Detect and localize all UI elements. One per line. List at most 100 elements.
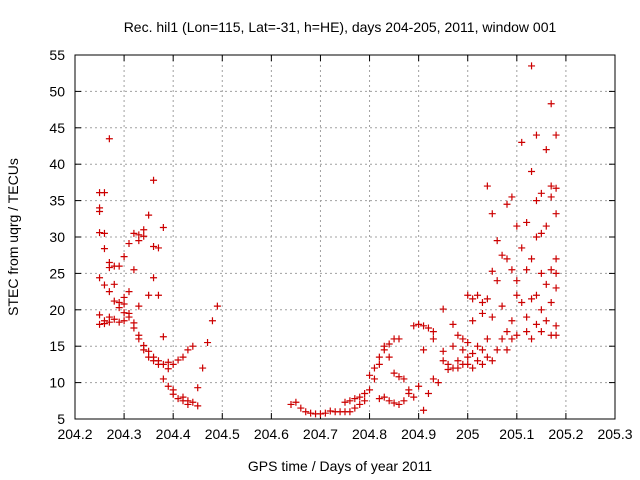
data-point: [135, 335, 143, 343]
x-tick-label: 205.1: [499, 426, 534, 442]
data-point: [459, 346, 467, 354]
data-point: [302, 408, 310, 416]
data-point: [159, 360, 167, 368]
data-point: [375, 353, 383, 361]
x-tick-label: 205.2: [548, 426, 583, 442]
data-point: [434, 379, 442, 387]
data-point: [145, 211, 153, 219]
data-point: [130, 266, 138, 274]
data-point: [390, 369, 398, 377]
grid: [75, 55, 615, 419]
data-point: [96, 274, 104, 282]
data-point: [100, 229, 108, 237]
data-point: [469, 364, 477, 372]
data-point: [449, 342, 457, 350]
data-point: [552, 284, 560, 292]
data-point: [159, 375, 167, 383]
data-point: [542, 222, 550, 230]
data-point: [140, 226, 148, 234]
data-point: [478, 299, 486, 307]
data-point: [503, 255, 511, 263]
data-point: [189, 342, 197, 350]
y-tick-label: 15: [49, 338, 65, 354]
data-point: [464, 291, 472, 299]
data-point: [356, 400, 364, 408]
data-point: [439, 347, 447, 355]
data-point: [346, 408, 354, 416]
data-point: [366, 371, 374, 379]
data-point: [444, 365, 452, 373]
data-point: [105, 264, 113, 272]
y-tick-label: 30: [49, 229, 65, 245]
x-tick-label: 205.3: [597, 426, 632, 442]
data-point: [542, 280, 550, 288]
data-point: [547, 193, 555, 201]
data-point: [164, 365, 172, 373]
data-point: [380, 393, 388, 401]
data-point: [532, 291, 540, 299]
data-point: [125, 288, 133, 296]
data-point: [508, 317, 516, 325]
data-point: [518, 244, 526, 252]
data-point: [488, 357, 496, 365]
data-point: [523, 266, 531, 274]
data-point: [100, 320, 108, 328]
y-tick-labels: 5 10 15 20 25 30 35 40 45 50 55: [49, 47, 65, 427]
data-point: [488, 313, 496, 321]
data-point: [145, 291, 153, 299]
y-tick-label: 40: [49, 156, 65, 172]
data-point: [474, 342, 482, 350]
data-point: [105, 313, 113, 321]
data-point: [503, 200, 511, 208]
data-point: [366, 386, 374, 394]
data-point: [194, 384, 202, 392]
data-point: [513, 222, 521, 230]
data-point: [439, 357, 447, 365]
data-point: [537, 328, 545, 336]
data-point: [100, 281, 108, 289]
data-point: [528, 295, 536, 303]
data-point: [498, 335, 506, 343]
data-point: [174, 395, 182, 403]
data-point: [420, 406, 428, 414]
data-point: [120, 309, 128, 317]
data-point: [390, 399, 398, 407]
data-point: [356, 393, 364, 401]
y-tick-label: 20: [49, 302, 65, 318]
y-axis-label: STEC from uqrg / TECUs: [5, 158, 21, 316]
data-point: [375, 395, 383, 403]
data-point: [169, 360, 177, 368]
data-point: [513, 291, 521, 299]
data-point: [459, 335, 467, 343]
x-tick-labels: 204.2 204.3 204.4 204.5 204.6 204.7 204.8 204.9…: [57, 426, 632, 442]
data-point: [96, 320, 104, 328]
data-point: [326, 407, 334, 415]
x-tick-label: 204.3: [107, 426, 142, 442]
data-point: [351, 395, 359, 403]
y-tick-label: 50: [49, 83, 65, 99]
data-point: [439, 305, 447, 313]
data-point: [164, 382, 172, 390]
data-point: [400, 397, 408, 405]
data-point: [307, 409, 315, 417]
y-tick-label: 45: [49, 120, 65, 136]
data-point: [547, 299, 555, 307]
data-point: [542, 146, 550, 154]
data-point: [395, 373, 403, 381]
data-point: [498, 302, 506, 310]
data-point: [125, 240, 133, 248]
data-point: [483, 182, 491, 190]
data-point: [493, 277, 501, 285]
data-point: [429, 328, 437, 336]
data-point: [449, 320, 457, 328]
data-point: [199, 364, 207, 372]
data-point: [537, 306, 545, 314]
data-point: [341, 398, 349, 406]
data-point: [552, 331, 560, 339]
data-point: [420, 322, 428, 330]
data-point: [150, 176, 158, 184]
data-point: [552, 322, 560, 330]
data-point: [537, 189, 545, 197]
data-point: [194, 402, 202, 410]
